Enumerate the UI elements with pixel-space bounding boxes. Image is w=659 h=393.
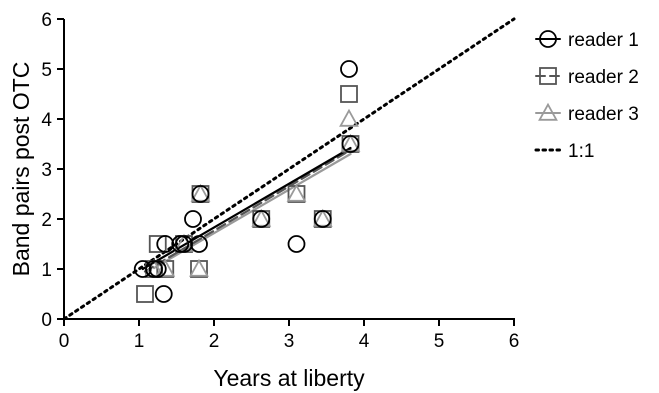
legend-item: reader 1	[535, 30, 639, 51]
y-tick-label: 0	[41, 310, 52, 331]
circle-marker	[340, 60, 358, 78]
x-tick-label: 4	[359, 331, 370, 352]
circle-marker	[252, 210, 271, 228]
x-tick-label: 1	[134, 331, 145, 352]
circle-marker	[156, 235, 175, 253]
y-tick-label: 3	[41, 160, 52, 181]
triangle-marker	[312, 208, 333, 227]
circle-marker	[287, 235, 306, 253]
square-marker	[148, 235, 167, 253]
axes	[57, 18, 515, 326]
triangle-marker	[340, 133, 361, 152]
x-tick-label: 0	[59, 331, 70, 352]
y-tick-label: 6	[41, 10, 52, 31]
circle-marker	[133, 260, 152, 278]
x-tick-label: 3	[284, 331, 295, 352]
square-marker	[136, 285, 154, 303]
square-marker	[340, 85, 358, 103]
triangle-marker	[286, 183, 307, 202]
fit-line-1	[141, 146, 352, 271]
triangle-marker	[190, 183, 211, 202]
y-tick-label: 4	[41, 110, 52, 131]
fit-line-2	[143, 148, 352, 273]
circle-marker	[184, 210, 202, 228]
y-tick-label: 1	[41, 260, 52, 281]
circle-marker	[191, 185, 210, 203]
x-tick-label: 6	[509, 331, 520, 352]
legend-label: reader 2	[568, 67, 639, 88]
legend-item: reader 2	[535, 67, 639, 88]
legend-item: reader 3	[535, 102, 639, 125]
legend-circle-icon	[539, 30, 557, 48]
legend-label: reader 1	[568, 30, 639, 51]
triangle-marker	[189, 258, 209, 277]
data-points	[133, 60, 361, 303]
legend-item: 1:1	[534, 141, 594, 162]
circle-marker	[175, 235, 193, 253]
legend: reader 1 reader 2 reader 3 1:1	[534, 30, 639, 162]
x-tick-label: 2	[209, 331, 220, 352]
legend-label: 1:1	[568, 141, 594, 162]
x-axis-title: Years at liberty	[213, 365, 365, 391]
triangle-marker	[155, 258, 176, 277]
identity-line-4	[62, 17, 516, 321]
triangle-marker	[339, 108, 359, 127]
circle-marker	[313, 210, 332, 228]
legend-square-icon	[539, 67, 557, 85]
fit-lines	[62, 17, 516, 321]
circle-marker	[190, 235, 208, 253]
legend-triangle-icon	[538, 102, 558, 121]
y-axis-title: Band pairs post OTC	[8, 62, 34, 277]
tick-labels: 0 1 2 3 4 5 6 0 1 2 3 4 5 6	[41, 10, 519, 352]
triangle-marker	[251, 208, 272, 227]
circle-marker	[154, 285, 173, 303]
circle-marker	[341, 135, 360, 153]
y-tick-label: 2	[41, 210, 52, 231]
legend-label: reader 3	[568, 104, 639, 125]
x-tick-label: 5	[434, 331, 445, 352]
y-tick-label: 5	[41, 60, 52, 81]
circle-marker	[148, 260, 167, 278]
